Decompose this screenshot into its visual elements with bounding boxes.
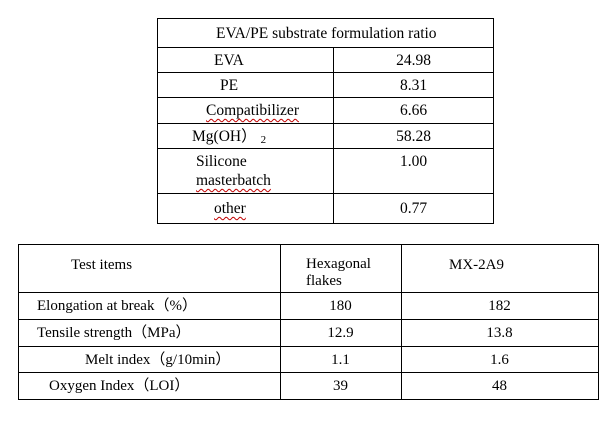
header-mx-2a9: MX-2A9: [449, 257, 504, 273]
table-row: EVA 24.98: [158, 48, 493, 73]
component-name: Silicone masterbatch: [158, 149, 334, 193]
mx-2a9-value: 1.6: [490, 352, 509, 368]
mx-2a9-value: 182: [488, 298, 511, 314]
component-value: 6.66: [399, 102, 428, 119]
table-header-row: Test items Hexagonal flakes MX-2A9: [19, 245, 598, 293]
header-test-items: Test items: [71, 257, 133, 273]
hexagonal-value: 12.9: [327, 325, 354, 341]
component-name: Mg(OH） 2: [158, 124, 334, 148]
test-item-label: Elongation at break（%）: [37, 298, 197, 314]
component-name: other: [158, 194, 334, 223]
test-item-label: Tensile strength（MPa）: [37, 325, 191, 341]
mx-2a9-value: 13.8: [486, 325, 513, 341]
component-name-main: Mg(OH）: [192, 128, 257, 145]
column-divider: [401, 245, 402, 399]
component-name: EVA: [158, 48, 334, 72]
component-value: 24.98: [396, 52, 431, 69]
formulation-table: EVA/PE substrate formulation ratio EVA 2…: [157, 18, 494, 224]
header-hexagonal-flakes: Hexagonal flakes: [306, 256, 371, 290]
test-item-label: Melt index（g/10min）: [85, 352, 231, 368]
component-name-line2: masterbatch: [196, 172, 271, 189]
hexagonal-value: 1.1: [331, 352, 350, 368]
mx-2a9-value: 48: [492, 378, 507, 394]
component-value: 1.00: [399, 153, 428, 170]
table-row: Silicone masterbatch 1.00: [158, 149, 493, 194]
compatibilizer-label: Compatibilizer: [206, 102, 299, 119]
component-name: PE: [158, 73, 334, 97]
component-value: 0.77: [399, 200, 428, 217]
table-row: other 0.77: [158, 194, 493, 223]
component-name-line1: Silicone: [196, 153, 247, 170]
table-row: Compatibilizer 6.66: [158, 98, 493, 124]
component-name: Compatibilizer: [158, 98, 334, 123]
test-item-label: Oxygen Index（LOI）: [49, 378, 190, 394]
formulation-table-title: EVA/PE substrate formulation ratio: [158, 19, 493, 48]
table-row: Melt index（g/10min） 1.1 1.6: [19, 347, 598, 373]
table-row: Oxygen Index（LOI） 39 48: [19, 373, 598, 399]
table-row: Elongation at break（%） 180 182: [19, 293, 598, 320]
test-results-table: Test items Hexagonal flakes MX-2A9 Elong…: [18, 244, 599, 400]
header-hexagonal-line1: Hexagonal: [306, 256, 371, 272]
hexagonal-value: 180: [329, 298, 352, 314]
other-label: other: [214, 200, 246, 217]
table-row: Mg(OH） 2 58.28: [158, 124, 493, 149]
component-name-subscript: 2: [260, 134, 267, 146]
column-divider: [280, 245, 281, 399]
table-row: Tensile strength（MPa） 12.9 13.8: [19, 320, 598, 347]
component-value: 58.28: [396, 128, 431, 145]
component-value: 8.31: [399, 77, 428, 94]
hexagonal-value: 39: [333, 378, 348, 394]
table-row: PE 8.31: [158, 73, 493, 98]
header-hexagonal-line2: flakes: [306, 273, 342, 289]
